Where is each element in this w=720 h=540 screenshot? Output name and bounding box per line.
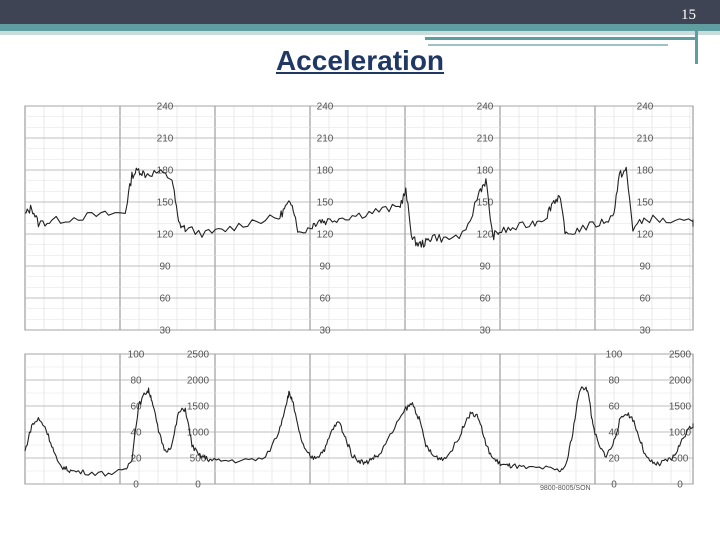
fhr-tick-label: 60	[479, 294, 491, 305]
decorative-line-secondary	[428, 44, 668, 46]
fhr-tick-label: 90	[319, 262, 331, 273]
fhr-tick-label: 120	[477, 230, 494, 241]
chart-tick-labels: 240 240 240 240 210 210 210 210 180 180 180 180 150 1…	[128, 102, 692, 491]
fhr-tick-label: 60	[159, 294, 171, 305]
fhr-tick-label: 90	[159, 262, 171, 273]
toco-tick-label: 100	[606, 350, 623, 361]
fhr-tick-label: 210	[637, 134, 654, 145]
fhr-tick-label: 30	[159, 326, 171, 337]
fhr-tick-label: 30	[319, 326, 331, 337]
toco-tick-label: 80	[608, 376, 620, 387]
fhr-tick-label: 90	[639, 262, 651, 273]
fhr-tick-label: 240	[637, 102, 654, 113]
pressure-tick-label: 2500	[669, 350, 692, 361]
fhr-tick-label: 150	[477, 198, 494, 209]
fhr-tick-label: 120	[637, 230, 654, 241]
panel-border	[24, 105, 694, 331]
fhr-tick-label: 30	[639, 326, 651, 337]
fhr-tick-label: 180	[637, 166, 654, 177]
fhr-tick-label: 30	[479, 326, 491, 337]
pressure-tick-label: 0	[677, 480, 683, 491]
fhr-tick-label: 150	[157, 198, 174, 209]
toco-tick-label: 60	[608, 402, 620, 413]
header-bar	[0, 0, 720, 24]
strip-code-label: 9800-8005/SON	[540, 485, 591, 492]
fhr-tick-label: 150	[317, 198, 334, 209]
contraction-trace-line	[24, 386, 694, 477]
pressure-tick-label: 1000	[187, 428, 210, 439]
fhr-tick-label: 120	[317, 230, 334, 241]
pressure-tick-label: 1500	[669, 402, 692, 413]
header-stripe-teal	[0, 24, 720, 31]
pressure-tick-label: 2000	[187, 376, 210, 387]
pressure-tick-label: 2500	[187, 350, 210, 361]
pressure-tick-label: 1500	[187, 402, 210, 413]
fhr-tick-label: 210	[477, 134, 494, 145]
toco-tick-label: 40	[130, 428, 142, 439]
chart-grid	[24, 105, 694, 485]
fhr-tick-label: 240	[317, 102, 334, 113]
chart-traces	[24, 166, 694, 477]
pressure-tick-label: 500	[190, 454, 207, 465]
pressure-tick-label: 1000	[669, 428, 692, 439]
toco-tick-label: 0	[133, 480, 139, 491]
decorative-vertical-line	[695, 24, 698, 64]
toco-tick-label: 20	[608, 454, 620, 465]
slide-title: Acceleration	[275, 45, 445, 76]
fhr-tick-label: 180	[317, 166, 334, 177]
fhr-tick-label: 240	[157, 102, 174, 113]
toco-tick-label: 40	[608, 428, 620, 439]
pressure-tick-label: 0	[195, 480, 201, 491]
toco-tick-label: 20	[130, 454, 142, 465]
fhr-tick-label: 60	[319, 294, 331, 305]
pressure-tick-label: 2000	[669, 376, 692, 387]
fhr-tick-label: 180	[477, 166, 494, 177]
header-stripe-light	[0, 31, 720, 35]
fhr-tick-label: 120	[157, 230, 174, 241]
toco-tick-label: 100	[128, 350, 145, 361]
toco-tick-label: 0	[611, 480, 617, 491]
fhr-tick-label: 90	[479, 262, 491, 273]
decorative-line	[425, 37, 695, 40]
fhr-trace-line	[24, 166, 694, 248]
fhr-tick-label: 150	[637, 198, 654, 209]
toco-tick-label: 80	[130, 376, 142, 387]
fhr-tick-label: 60	[639, 294, 651, 305]
fhr-tick-label: 180	[157, 166, 174, 177]
fhr-tick-label: 240	[477, 102, 494, 113]
pressure-tick-label: 500	[672, 454, 689, 465]
slide-number: 15	[681, 7, 696, 23]
fhr-tick-label: 210	[157, 134, 174, 145]
fhr-tick-label: 210	[317, 134, 334, 145]
toco-tick-label: 60	[130, 402, 142, 413]
